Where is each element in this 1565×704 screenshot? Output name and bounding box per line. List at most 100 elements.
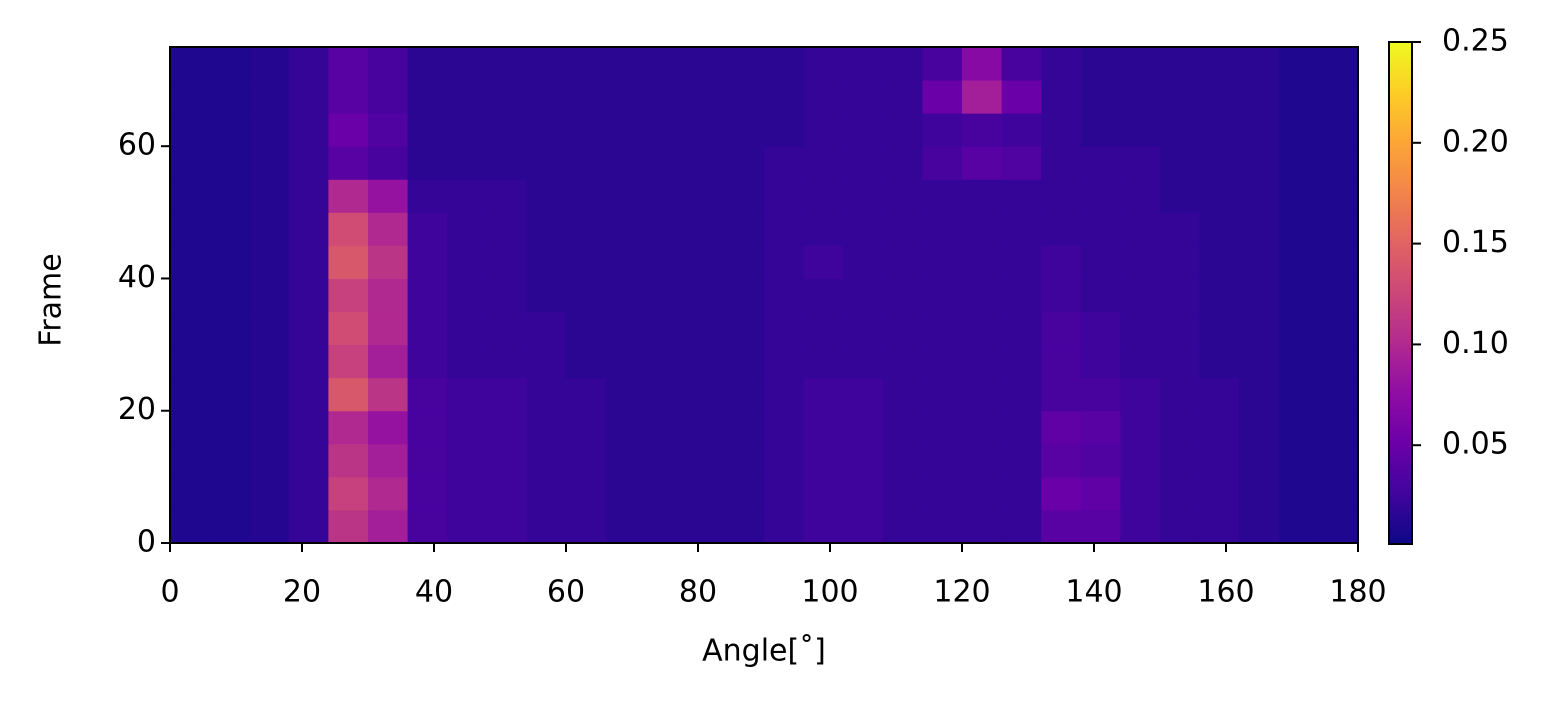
heatmap-cell [170,476,211,511]
heatmap-cell [1120,344,1161,379]
heatmap-cell [1160,509,1201,544]
colorbar-tick-label: 0.20 [1442,124,1509,159]
heatmap-cell [764,80,805,114]
heatmap-cell [1001,212,1042,246]
heatmap-cell [249,47,290,81]
heatmap-cell [1199,146,1240,180]
heatmap-cell [1041,179,1082,213]
heatmap-cell [170,146,211,180]
heatmap-cell [645,47,686,81]
heatmap-cell [249,245,290,279]
heatmap-cell [922,278,963,313]
heatmap-cell [764,443,805,478]
heatmap-cell [209,443,250,478]
heatmap-cell [1120,245,1161,279]
x-tick-label: 80 [679,575,717,610]
heatmap-cell [1318,47,1359,81]
heatmap-cell [526,278,567,313]
heatmap-cell [803,245,844,279]
heatmap-cell [209,113,250,147]
heatmap-cell [566,47,607,81]
heatmap-cell [1041,146,1082,180]
heatmap-cell [764,410,805,445]
heatmap-cell [803,311,844,346]
heatmap-cell [882,47,923,81]
heatmap-cell [170,245,211,279]
heatmap-cell [1318,80,1359,114]
heatmap-cell [843,113,884,147]
heatmap-cell [1160,443,1201,478]
heatmap-cell [764,377,805,412]
y-tick-label: 40 [118,260,156,295]
heatmap-cell [962,443,1003,478]
heatmap-cell [249,146,290,180]
heatmap-cell [962,212,1003,246]
heatmap-cell [1278,410,1319,445]
heatmap-cell [1160,278,1201,313]
heatmap-cell [1199,311,1240,346]
heatmap-cell [1080,113,1121,147]
heatmap-cell [1199,476,1240,511]
heatmap-cell [249,410,290,445]
heatmap-cell [368,212,409,246]
heatmap-cell [1199,344,1240,379]
heatmap-cell [170,80,211,114]
heatmap-cell [328,311,369,346]
heatmap-cell [1080,80,1121,114]
heatmap-cell [368,476,409,511]
heatmap-cell [764,344,805,379]
heatmap-cell [1278,311,1319,346]
heatmap-cell [1199,80,1240,114]
heatmap-cell [962,476,1003,511]
heatmap-cell [645,410,686,445]
heatmap-cell [566,509,607,544]
heatmap-cell [288,113,329,147]
heatmap-cell [922,344,963,379]
heatmap-cell [1239,245,1280,279]
heatmap-cell [962,179,1003,213]
heatmap-cell [882,410,923,445]
heatmap-cell [328,344,369,379]
heatmap-cell [1239,113,1280,147]
heatmap-cell [1080,47,1121,81]
heatmap-cell [764,113,805,147]
heatmap-cell [645,212,686,246]
heatmap-cell [249,344,290,379]
heatmap-cell [447,344,488,379]
heatmap-cell [645,377,686,412]
heatmap-cell [170,443,211,478]
heatmap-cell [288,212,329,246]
heatmap-cell [209,476,250,511]
heatmap-cell [1120,509,1161,544]
heatmap-cell [368,113,409,147]
x-tick-label: 0 [160,575,179,610]
heatmap-cell [447,113,488,147]
heatmap-cell [368,410,409,445]
heatmap-cell [922,179,963,213]
heatmap-cell [486,212,527,246]
heatmap-cell [407,476,448,511]
heatmap-cell [209,212,250,246]
heatmap-cell [1318,311,1359,346]
heatmap-cell [328,179,369,213]
colorbar-tick-label: 0.25 [1442,24,1509,59]
heatmap-cell [447,311,488,346]
heatmap-cell [645,113,686,147]
heatmap-cell [249,311,290,346]
heatmap-cell [526,443,567,478]
heatmap-cell [447,278,488,313]
heatmap-cell [882,113,923,147]
heatmap-cell [1120,113,1161,147]
heatmap-cell [447,146,488,180]
heatmap-cell [1080,278,1121,313]
heatmap-cell [288,80,329,114]
heatmap-cell [1041,113,1082,147]
heatmap-cell [1278,443,1319,478]
heatmap-cell [882,278,923,313]
heatmap-cell [1318,476,1359,511]
heatmap-cell [566,113,607,147]
x-tick-label: 20 [283,575,321,610]
heatmap-cell [645,476,686,511]
heatmap-cell [724,443,765,478]
heatmap-cell [962,377,1003,412]
